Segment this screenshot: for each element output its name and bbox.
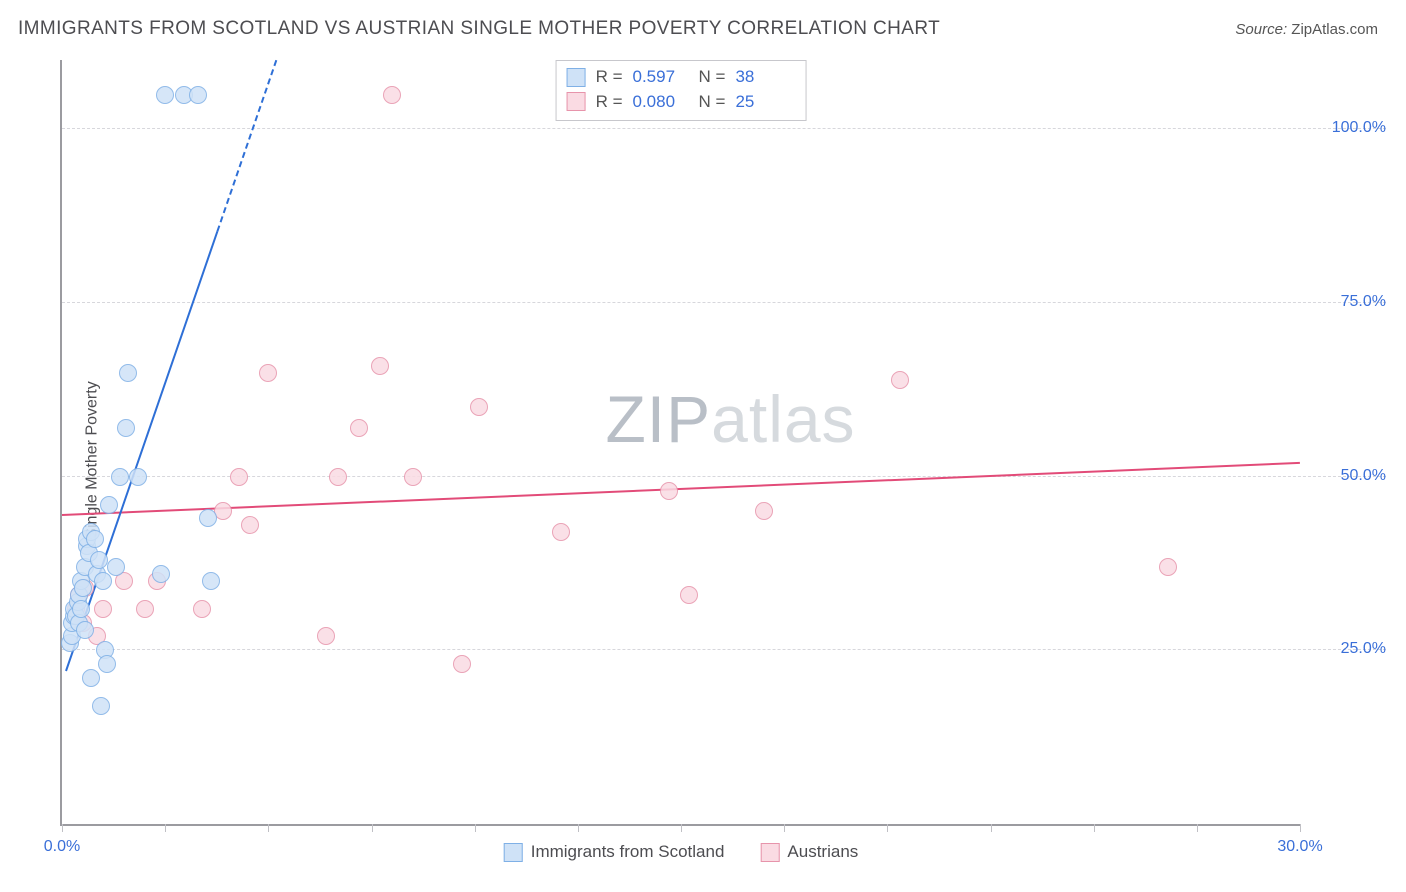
y-tick-label: 75.0% xyxy=(1341,293,1386,311)
x-tick xyxy=(62,824,63,832)
data-point-scotland xyxy=(152,565,170,583)
data-point-scotland xyxy=(119,364,137,382)
legend-r-value: 0.597 xyxy=(633,65,689,90)
data-point-austrians xyxy=(371,357,389,375)
x-tick xyxy=(1094,824,1095,832)
plot-area: ZIPatlas R =0.597N =38R =0.080N =25 Immi… xyxy=(60,60,1300,826)
legend-series-item: Immigrants from Scotland xyxy=(504,842,725,862)
legend-series-label: Austrians xyxy=(787,842,858,862)
watermark-text-a: ZIP xyxy=(605,382,711,456)
data-point-austrians xyxy=(193,600,211,618)
y-tick-label: 100.0% xyxy=(1332,119,1386,137)
watermark-text-b: atlas xyxy=(711,382,855,456)
data-point-austrians xyxy=(383,86,401,104)
data-point-scotland xyxy=(202,572,220,590)
legend-series-label: Immigrants from Scotland xyxy=(531,842,725,862)
x-tick xyxy=(578,824,579,832)
data-point-austrians xyxy=(453,655,471,673)
data-point-austrians xyxy=(136,600,154,618)
x-tick xyxy=(475,824,476,832)
legend-swatch xyxy=(567,68,586,87)
data-point-austrians xyxy=(680,586,698,604)
legend-swatch xyxy=(504,843,523,862)
y-tick-label: 25.0% xyxy=(1341,640,1386,658)
data-point-scotland xyxy=(90,551,108,569)
data-point-austrians xyxy=(350,419,368,437)
legend-stats-row: R = 0.597 N = 38 xyxy=(567,65,792,90)
data-point-scotland xyxy=(107,558,125,576)
chart: Single Mother Poverty ZIPatlas R =0.597N… xyxy=(18,54,1388,866)
data-point-austrians xyxy=(230,468,248,486)
data-point-scotland xyxy=(86,530,104,548)
data-point-scotland xyxy=(156,86,174,104)
legend-r-eq: R = xyxy=(596,65,623,90)
data-point-scotland xyxy=(72,600,90,618)
data-point-scotland xyxy=(129,468,147,486)
legend-n-value: 25 xyxy=(735,90,791,115)
data-point-austrians xyxy=(259,364,277,382)
data-point-austrians xyxy=(891,371,909,389)
gridline-y: 25.0% xyxy=(62,649,1386,650)
data-point-austrians xyxy=(241,516,259,534)
data-point-austrians xyxy=(94,600,112,618)
data-point-scotland xyxy=(74,579,92,597)
data-point-scotland xyxy=(189,86,207,104)
legend-swatch xyxy=(760,843,779,862)
gridline-y: 75.0% xyxy=(62,302,1386,303)
data-point-austrians xyxy=(470,398,488,416)
watermark: ZIPatlas xyxy=(605,381,855,457)
source: Source: ZipAtlas.com xyxy=(1235,21,1378,38)
source-label: Source: xyxy=(1235,21,1287,38)
data-point-scotland xyxy=(111,468,129,486)
legend-series-item: Austrians xyxy=(760,842,858,862)
chart-title: IMMIGRANTS FROM SCOTLAND VS AUSTRIAN SIN… xyxy=(18,18,940,40)
data-point-scotland xyxy=(76,621,94,639)
data-point-austrians xyxy=(660,482,678,500)
x-tick xyxy=(1197,824,1198,832)
data-point-austrians xyxy=(755,502,773,520)
data-point-austrians xyxy=(317,627,335,645)
legend-stats-row: R = 0.080 N = 25 xyxy=(567,90,792,115)
y-tick-label: 50.0% xyxy=(1341,467,1386,485)
source-name: ZipAtlas.com xyxy=(1291,21,1378,38)
legend-series: Immigrants from Scotland Austrians xyxy=(504,842,859,862)
data-point-scotland xyxy=(98,655,116,673)
x-tick xyxy=(681,824,682,832)
x-tick xyxy=(887,824,888,832)
data-point-scotland xyxy=(117,419,135,437)
data-point-scotland xyxy=(199,509,217,527)
legend-r-value: 0.080 xyxy=(633,90,689,115)
x-tick xyxy=(372,824,373,832)
legend-swatch xyxy=(567,92,586,111)
x-tick xyxy=(991,824,992,832)
x-tick xyxy=(784,824,785,832)
data-point-austrians xyxy=(552,523,570,541)
data-point-scotland xyxy=(100,496,118,514)
x-tick xyxy=(165,824,166,832)
legend-n-value: 38 xyxy=(735,65,791,90)
legend-stats: R = 0.597 N = 38 R = 0.080 N = 25 xyxy=(556,60,807,121)
legend-n-eq: N = xyxy=(699,90,726,115)
gridline-y: 50.0% xyxy=(62,476,1386,477)
x-tick-label: 30.0% xyxy=(1277,838,1322,856)
data-point-austrians xyxy=(329,468,347,486)
x-tick xyxy=(1300,824,1301,832)
x-tick-label: 0.0% xyxy=(44,838,80,856)
data-point-scotland xyxy=(82,669,100,687)
legend-r-eq: R = xyxy=(596,90,623,115)
data-point-austrians xyxy=(1159,558,1177,576)
data-point-austrians xyxy=(404,468,422,486)
data-point-scotland xyxy=(94,572,112,590)
x-tick xyxy=(268,824,269,832)
legend-n-eq: N = xyxy=(699,65,726,90)
data-point-scotland xyxy=(92,697,110,715)
header: IMMIGRANTS FROM SCOTLAND VS AUSTRIAN SIN… xyxy=(0,0,1406,46)
trend-line-austrians xyxy=(62,463,1300,515)
gridline-y: 100.0% xyxy=(62,128,1386,129)
